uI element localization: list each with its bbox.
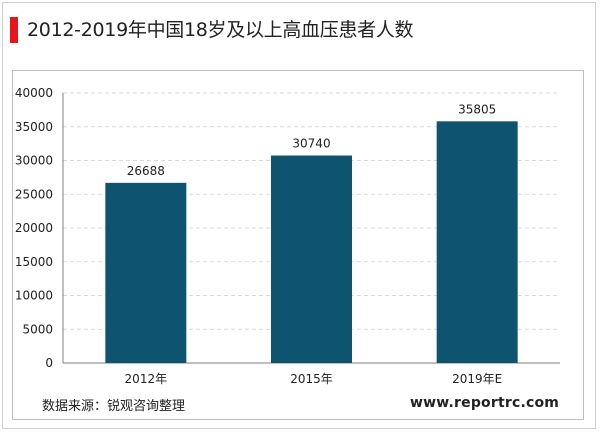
y-tick-label: 35000 [15,120,53,134]
source-note: 数据来源：锐观咨询整理 [42,399,186,414]
title-accent-bar [10,17,18,43]
y-tick-label: 10000 [15,289,53,303]
y-tick-label: 25000 [15,187,53,201]
bar-value-label: 35805 [458,102,496,116]
bar [105,182,187,363]
x-tick-label: 2012年 [125,372,168,386]
y-tick-label: 20000 [15,221,53,235]
y-tick-label: 15000 [15,255,53,269]
chart-title: 2012-2019年中国18岁及以上高血压患者人数 [27,19,414,41]
x-tick-label: 2019年E [452,372,502,386]
website-watermark: www.reportrc.com [410,395,560,411]
bar-value-label: 26688 [127,164,165,178]
y-tick-label: 0 [45,356,53,370]
y-tick-label: 5000 [22,322,53,336]
plot-frame [12,70,584,420]
y-tick-label: 40000 [15,86,53,100]
bar [436,121,518,363]
bar [271,155,352,363]
bar-value-label: 30740 [292,137,330,151]
x-tick-label: 2015年 [290,372,333,386]
chart-frame [2,2,596,429]
y-tick-label: 30000 [15,154,53,168]
